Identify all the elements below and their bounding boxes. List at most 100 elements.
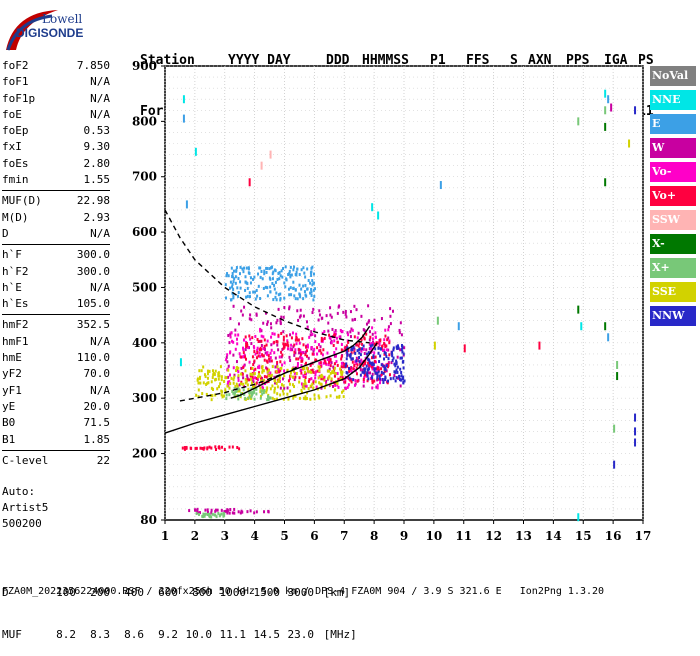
echo-point [312,307,315,311]
echo-point [318,309,321,313]
echo-point [239,265,242,269]
echo-point [351,360,354,364]
echo-point [355,359,358,363]
echo-point [318,366,321,370]
echo-point [341,349,344,353]
param-row: fxI 9.30 [2,139,110,155]
echo-point [247,266,250,270]
echo-point [255,381,258,385]
echo-point [290,273,293,277]
echo-point [254,367,257,371]
echo-point [265,270,268,274]
echo-point [363,376,366,380]
echo-point [346,352,349,356]
echo-point [289,273,292,277]
echo-point [313,347,316,351]
x-tick-label: 16 [605,529,622,543]
echo-point [231,282,234,286]
echo-point [249,374,252,378]
param-value: N/A [90,383,110,397]
y-tick-label: 200 [132,447,157,461]
echo-point [235,360,238,364]
echo-point [265,366,268,370]
echo-point [246,374,249,378]
echo-point [294,288,297,292]
echo-point [355,308,358,312]
echo-point [250,395,253,399]
echo-point [228,380,231,384]
echo-point [220,512,223,516]
echo-point [211,376,214,380]
echo-point [393,362,396,366]
echo-point [278,355,281,359]
echo-point [281,389,284,393]
echo-point [368,363,371,367]
y-tick-label: 500 [132,280,157,294]
echo-point [282,397,285,401]
echo-point [344,380,347,384]
echo-point [264,285,267,289]
echo-point [255,510,258,514]
echo-point [306,287,309,291]
param-name: h`E [2,280,22,294]
echo-point [295,335,298,339]
echo-point [274,356,277,360]
echo-point [283,306,286,310]
param-value: 0.53 [83,124,111,138]
param-name: hmE [2,351,22,365]
echo-point [299,295,302,299]
echo-point [357,359,360,363]
echo-point [253,368,256,372]
echo-point [223,510,226,514]
echo-point [371,381,374,385]
echo-point [266,398,269,402]
echo-point [309,370,312,374]
param-divider [2,244,110,246]
profile-line [230,325,371,399]
echo-point [237,370,240,374]
echo-point [239,382,242,386]
echo-point [232,287,235,291]
echo-point [340,372,343,376]
echo-point [197,381,200,385]
echo-point [264,311,267,315]
echo-point [333,374,336,378]
echo-point [196,509,199,513]
echo-point [334,388,337,392]
echo-point [321,375,324,379]
echo-point [198,369,201,373]
echo-point [210,386,213,390]
echo-point [232,304,235,308]
echo-point [364,361,367,365]
echo-point [249,509,252,513]
echo-point [634,413,637,422]
echo-point [208,512,211,516]
echo-point [276,365,279,369]
echo-point [346,385,349,389]
param-value: N/A [90,280,110,294]
footer-cell: 100 [56,586,76,599]
echo-point [310,370,313,374]
echo-point [380,345,383,349]
echo-point [274,269,277,273]
echo-point [292,268,295,272]
echo-point [286,347,289,351]
echo-point [300,364,303,368]
echo-point [359,368,362,372]
echo-point [368,330,371,334]
echo-point [247,396,250,400]
echo-point [368,361,371,365]
echo-point [362,328,365,332]
echo-point [276,343,279,347]
echo-point [349,335,352,339]
echo-point [243,305,246,309]
echo-point [231,274,234,278]
echo-point [396,370,399,374]
echo-point [267,374,270,378]
echo-point [217,511,220,515]
param-value: N/A [90,107,110,121]
echo-point [383,352,386,356]
echo-point [336,340,339,344]
echo-point [225,355,228,359]
echo-point [350,351,353,355]
